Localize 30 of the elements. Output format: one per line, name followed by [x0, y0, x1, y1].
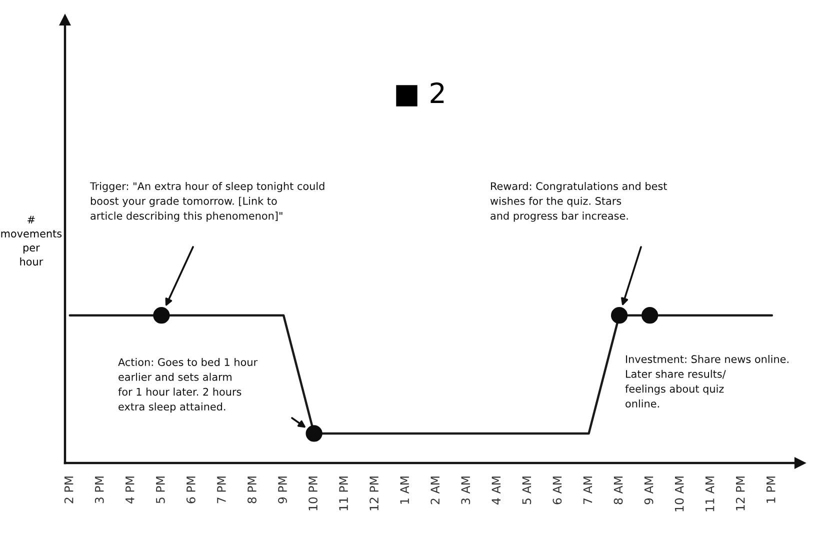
x-tick-label: 2 PM	[64, 476, 74, 504]
x-tick-label: 10 AM	[674, 476, 684, 512]
x-tick-label: 7 AM	[583, 476, 592, 504]
x-tick-label: 3 PM	[94, 476, 104, 504]
x-tick-label: 5 PM	[156, 476, 165, 504]
text: Trigger: "An extra hour of sleep tonight could boost your grade tomorrow. [Link to article describing this phenomenon]"	[90, 182, 324, 222]
x-tick-label: 8 AM	[614, 476, 623, 504]
x-tick-label: 11 PM	[339, 476, 348, 510]
x-tick-label: 6 AM	[552, 476, 562, 504]
x-tick-label: 9 PM	[278, 476, 287, 504]
x-tick-label: 9 AM	[644, 476, 654, 504]
annotation: Action: Goes to bed 1 hour earlier and sets alarm for 1 hour later. 2 hours extra sleep attained.	[118, 358, 258, 413]
y-axis-title: # movements per hour	[1, 216, 62, 266]
x-tick-label: 4 PM	[126, 476, 134, 504]
x-tick-label: 8 PM	[248, 476, 256, 504]
x-tick-label: 7 PM	[217, 476, 226, 504]
x-tick-label: 1 AM	[400, 476, 409, 504]
x-tick-label: 4 AM	[492, 476, 500, 504]
x-tick-label: 3 AM	[461, 476, 470, 504]
x-tick-label: 6 PM	[186, 476, 196, 504]
chart-title: ■ 2	[396, 82, 444, 106]
x-tick-label: 11 AM	[706, 476, 714, 512]
x-tick-label: 12 PM	[370, 476, 378, 510]
x-tick-label: 5 AM	[522, 476, 532, 504]
x-tick-label: 10 PM	[308, 476, 318, 510]
x-tick-label: 1 PM	[766, 476, 776, 503]
x-tick-label: 12 PM	[736, 476, 745, 510]
annotation: Investment: Share news online. Later share results/ feelings about quiz online.	[625, 355, 788, 408]
text: Reward: Congratulations and best wishes for the quiz. Stars and progress bar increase.	[490, 182, 667, 222]
x-tick-label: 2 AM	[430, 476, 440, 504]
